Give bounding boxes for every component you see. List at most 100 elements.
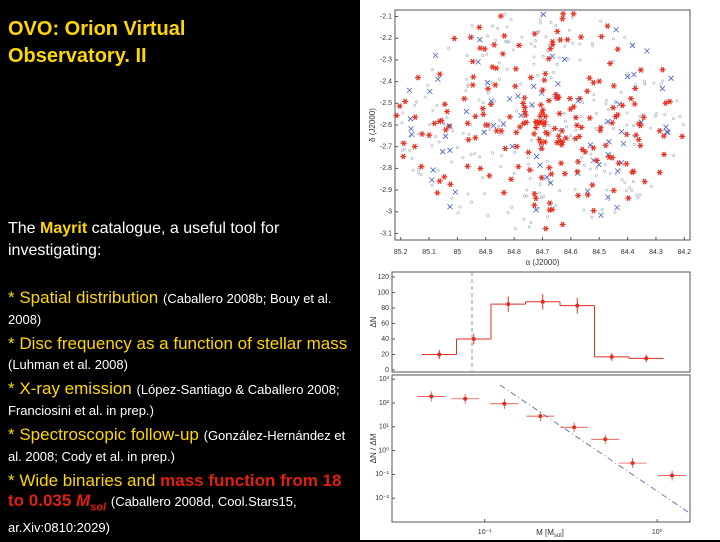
- source-marker: [574, 122, 579, 129]
- source-marker: [473, 113, 478, 120]
- source-marker: [542, 195, 546, 198]
- x-tick-label: 84.8: [507, 249, 521, 256]
- source-marker: [507, 40, 511, 44]
- source-marker: [579, 114, 583, 118]
- source-marker: [516, 163, 521, 170]
- bullet-ref: (Caballero 2008b; Bouy et al. 2008): [8, 291, 332, 327]
- source-marker: [464, 89, 468, 93]
- source-marker: [672, 117, 675, 121]
- source-marker: [420, 131, 425, 137]
- source-marker: [442, 121, 445, 125]
- bullet-topic: * Disc frequency as a function of stella…: [8, 334, 348, 353]
- source-marker: [514, 129, 519, 136]
- source-marker: [557, 56, 561, 60]
- source-marker: [501, 189, 506, 196]
- x-axis-label: M [Msol]: [536, 528, 564, 538]
- y-tick-label: -2.4: [380, 78, 392, 85]
- source-marker: [538, 18, 542, 22]
- source-marker: [500, 50, 505, 57]
- source-marker: [485, 52, 489, 56]
- source-marker: [539, 21, 542, 25]
- bullet-ref: (Luhman et al. 2008): [8, 357, 128, 372]
- source-marker: [644, 48, 650, 54]
- source-marker: [592, 93, 596, 97]
- source-marker: [611, 104, 616, 111]
- source-marker: [451, 129, 455, 133]
- source-marker: [632, 134, 636, 138]
- x-tick-label: 85: [454, 249, 462, 256]
- source-marker: [514, 109, 518, 113]
- source-marker: [626, 72, 630, 75]
- bullet: * X-ray emission (López-Santiago & Cabal…: [8, 379, 358, 421]
- source-marker: [618, 128, 625, 135]
- source-marker: [456, 211, 460, 215]
- source-marker: [611, 127, 615, 130]
- source-marker: [573, 187, 577, 191]
- source-marker: [532, 202, 537, 209]
- source-marker: [497, 61, 501, 65]
- source-marker: [427, 132, 432, 139]
- x-tick-label: 84.6: [564, 249, 578, 256]
- source-marker: [556, 94, 561, 101]
- point: [463, 396, 468, 401]
- source-marker: [561, 127, 565, 131]
- source-marker: [632, 142, 636, 146]
- source-marker: [610, 154, 615, 161]
- source-marker: [545, 159, 549, 163]
- source-marker: [615, 111, 620, 118]
- source-marker: [408, 148, 412, 152]
- source-marker: [540, 110, 545, 116]
- source-marker: [608, 60, 613, 67]
- source-marker: [634, 193, 638, 197]
- intro-highlight: Mayrit: [40, 220, 88, 237]
- source-marker: [469, 153, 473, 157]
- y-tick-label: 40: [381, 336, 389, 343]
- source-marker: [501, 131, 505, 135]
- source-marker: [543, 113, 548, 120]
- source-marker: [466, 83, 470, 87]
- source-marker: [590, 157, 597, 164]
- intro-text: catalogue, a useful tool for investigati…: [8, 220, 280, 259]
- source-marker: [603, 169, 606, 173]
- source-marker: [546, 97, 551, 104]
- point: [609, 354, 614, 359]
- source-marker: [527, 225, 531, 229]
- source-marker: [659, 82, 663, 86]
- x-tick-label: 84.5: [592, 249, 606, 256]
- y-tick-label: -2.7: [380, 144, 392, 151]
- source-marker: [599, 19, 603, 23]
- source-marker: [410, 156, 414, 160]
- source-marker: [588, 167, 592, 171]
- source-marker: [529, 42, 533, 46]
- source-marker: [412, 143, 417, 150]
- y-tick-label: 100: [377, 289, 389, 296]
- source-marker: [603, 143, 607, 147]
- source-marker: [649, 184, 653, 188]
- source-marker: [563, 44, 567, 48]
- source-marker: [636, 196, 640, 200]
- source-marker: [490, 64, 495, 70]
- source-marker: [528, 74, 533, 81]
- point: [540, 299, 545, 304]
- source-marker: [663, 113, 667, 116]
- source-marker: [493, 99, 497, 103]
- source-marker: [534, 39, 537, 43]
- source-marker: [403, 98, 408, 105]
- source-marker: [499, 127, 504, 134]
- source-marker: [619, 90, 623, 94]
- source-marker: [465, 77, 469, 81]
- source-marker: [498, 77, 502, 81]
- source-marker: [498, 118, 501, 122]
- source-marker: [594, 174, 598, 177]
- source-marker: [435, 104, 439, 107]
- source-marker: [538, 139, 543, 146]
- source-marker: [427, 88, 433, 95]
- source-marker: [417, 167, 420, 171]
- source-marker: [550, 206, 555, 213]
- y-tick-label: -2.6: [380, 122, 392, 129]
- source-marker: [620, 178, 624, 182]
- source-marker: [559, 139, 564, 146]
- source-marker: [450, 160, 454, 164]
- source-marker: [557, 110, 562, 117]
- source-marker: [558, 189, 562, 193]
